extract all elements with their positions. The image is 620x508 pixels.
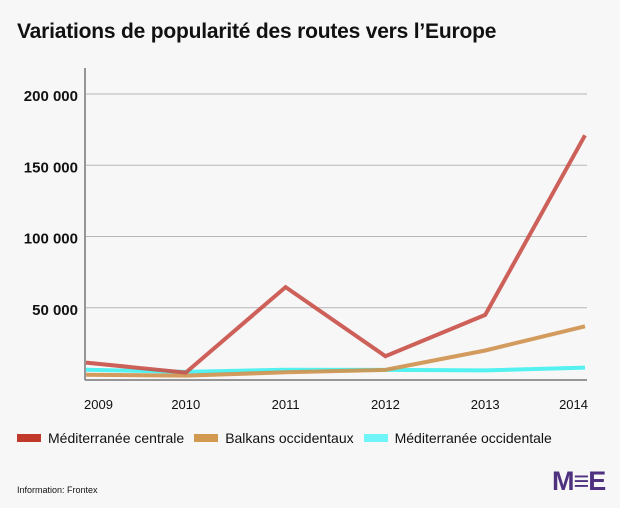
legend-label: Méditerranée centrale [48, 430, 185, 446]
mee-logo: M≡E [552, 466, 606, 496]
x-tick-label: 2014 [559, 397, 588, 412]
legend-swatch [194, 434, 219, 442]
legend: Méditerranée centrale Balkans occidentaux… [17, 430, 562, 446]
y-tick-label: 50 000 [32, 302, 78, 319]
series-line-1 [85, 324, 586, 378]
y-tick-label: 150 000 [24, 159, 78, 176]
legend-item: Balkans occidentaux [194, 430, 354, 446]
source-note: Information: Frontex [17, 485, 98, 495]
legend-swatch [17, 434, 41, 442]
line-chart: 50 000 100 000 150 000 200 000 2009 2010 2011 2… [24, 68, 588, 412]
y-tick-label: 100 000 [24, 231, 78, 248]
legend-swatch [363, 434, 388, 442]
x-tick-label: 2012 [371, 397, 400, 412]
x-tick-label: 2011 [272, 397, 300, 412]
legend-item: Méditerranée centrale [17, 430, 184, 446]
legend-label: Méditerranée occidentale [394, 430, 552, 446]
x-tick-label: 2010 [171, 397, 200, 412]
x-tick-label: 2009 [84, 397, 113, 412]
series-line-0 [85, 134, 587, 375]
y-tick-label: 200 000 [24, 88, 78, 105]
legend-label: Balkans occidentaux [225, 430, 354, 446]
legend-item: Méditerranée occidentale [363, 430, 552, 446]
x-tick-label: 2013 [471, 397, 500, 412]
chart-title: Variations de popularité des routes vers… [17, 20, 497, 43]
